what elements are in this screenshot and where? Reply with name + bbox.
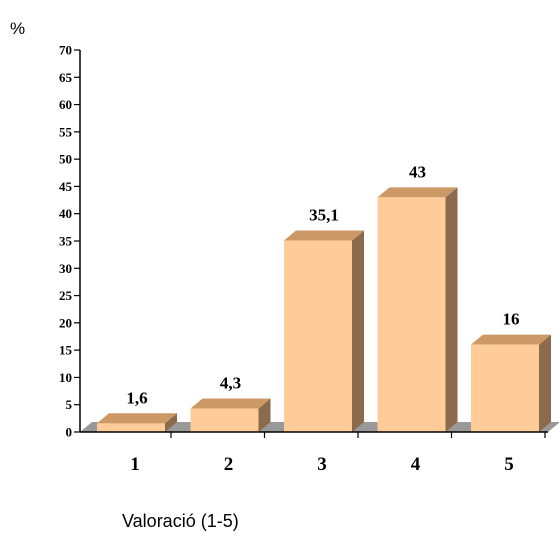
y-tick-label: 25 [59, 288, 73, 303]
bar-side [165, 413, 177, 432]
y-tick-label: 30 [59, 261, 72, 276]
bar-front [190, 408, 259, 432]
bar-top [284, 230, 364, 241]
data-label: 43 [409, 162, 426, 181]
y-tick-label: 45 [59, 179, 73, 194]
y-tick-label: 50 [59, 152, 72, 167]
y-tick-label: 15 [59, 343, 73, 358]
y-tick-label: 20 [59, 315, 72, 330]
bar-front [377, 197, 446, 432]
bar-side [539, 334, 551, 432]
y-tick-label: 55 [59, 124, 73, 139]
y-axis-unit-label: % [10, 19, 25, 38]
x-tick-label: 1 [130, 454, 140, 475]
bar-top [97, 413, 177, 424]
y-tick-label: 70 [59, 43, 72, 58]
bar-front [471, 344, 539, 432]
x-tick-label: 4 [411, 454, 421, 475]
bar-side [258, 398, 271, 432]
x-tick-label: 2 [224, 454, 234, 475]
bar-front [284, 240, 352, 432]
x-tick-label: 5 [504, 454, 514, 475]
bar-side [445, 187, 458, 432]
bar-top [190, 398, 271, 409]
y-tick-label: 10 [59, 370, 72, 385]
bars [97, 187, 551, 432]
y-tick-label: 35 [59, 234, 73, 249]
y-tick-label: 65 [59, 70, 73, 85]
data-label: 35,1 [309, 205, 339, 224]
data-label: 16 [503, 310, 520, 329]
y-tick-label: 60 [59, 97, 72, 112]
bar-top [377, 187, 458, 198]
x-axis-label: Valoració (1-5) [122, 511, 239, 531]
bar-5 [471, 334, 551, 432]
bar-side [352, 230, 364, 432]
x-tick-label: 3 [317, 454, 327, 475]
bar-4 [377, 187, 458, 432]
y-tick-label: 0 [66, 425, 73, 440]
x-ticks: 1 2 3 4 5 [130, 432, 546, 475]
bar-2 [190, 398, 271, 432]
bar-1 [97, 413, 177, 432]
data-labels: 1,6 4,3 35,1 43 16 [126, 162, 519, 407]
bar-top [471, 334, 551, 345]
bar-3 [284, 230, 364, 432]
y-tick-label: 40 [59, 206, 72, 221]
y-ticks: 0 5 10 15 20 25 30 35 40 45 50 55 60 65 70 [59, 43, 80, 440]
data-label: 4,3 [220, 374, 241, 393]
bar-front [97, 423, 165, 432]
data-label: 1,6 [126, 388, 147, 407]
y-tick-label: 5 [66, 397, 73, 412]
